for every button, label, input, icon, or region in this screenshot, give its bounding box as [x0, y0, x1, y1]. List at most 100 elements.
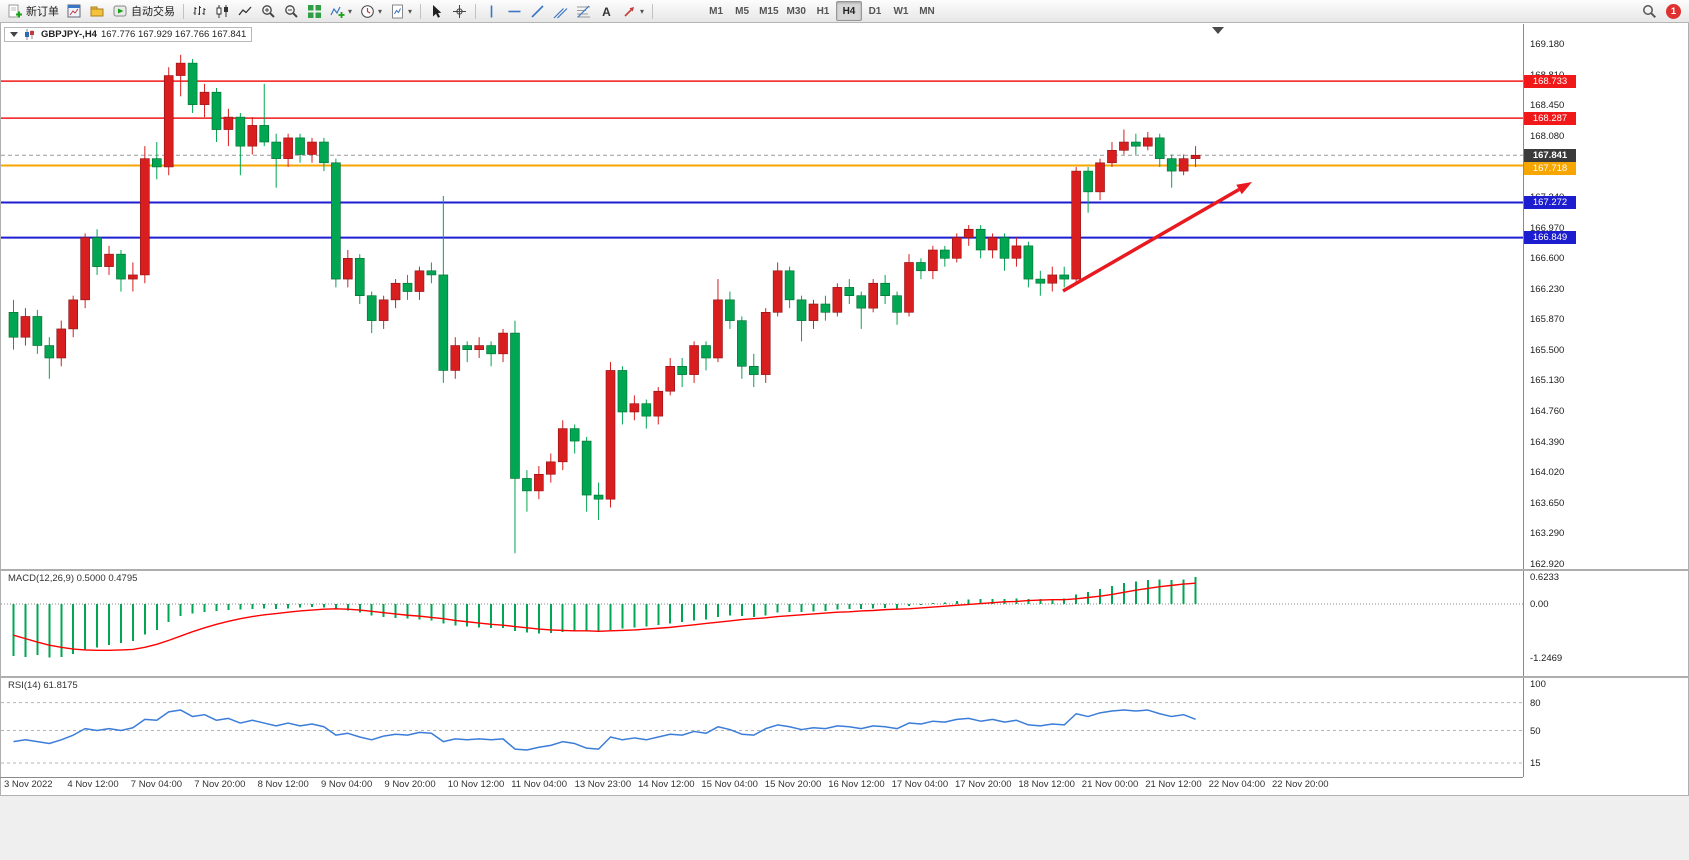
search-button[interactable] — [1638, 1, 1661, 21]
rsi-tick: 80 — [1530, 697, 1541, 709]
panel-splitter[interactable] — [0, 569, 1689, 571]
zoom-in-button[interactable] — [257, 1, 280, 21]
price-tick: 168.080 — [1530, 130, 1565, 142]
notification-badge[interactable]: 1 — [1666, 3, 1681, 19]
crosshair-button[interactable] — [448, 1, 471, 21]
horizontal-line-icon — [507, 4, 522, 19]
price-tick: 164.020 — [1530, 467, 1565, 479]
date-label: 7 Nov 04:00 — [130, 779, 183, 790]
price-tick: 166.970 — [1530, 222, 1565, 234]
price-tick: 164.760 — [1530, 406, 1565, 418]
bar-chart-button[interactable] — [188, 1, 211, 21]
macd-signal-line — [13, 582, 1196, 652]
zoom-in-icon — [261, 4, 276, 19]
tile-windows-icon — [307, 4, 322, 19]
auto-trading-icon — [113, 4, 128, 19]
date-label: 15 Nov 20:00 — [764, 779, 822, 790]
timeframe-button-m15[interactable]: M15 — [759, 5, 779, 17]
rsi-label: RSI(14) 61.8175 — [6, 680, 80, 691]
svg-text:A: A — [602, 5, 611, 19]
periods-button[interactable]: ▾ — [356, 1, 386, 21]
window-background — [0, 796, 1689, 860]
chart-window-button[interactable] — [63, 1, 86, 21]
timeframe-button-d1[interactable]: D1 — [868, 5, 882, 17]
date-label: 17 Nov 04:00 — [891, 779, 949, 790]
channel-icon — [553, 4, 568, 19]
date-label: 7 Nov 20:00 — [194, 779, 246, 790]
auto-trading-button[interactable]: 自动交易 — [109, 1, 179, 21]
vertical-line-button[interactable] — [480, 1, 503, 21]
date-label: 22 Nov 20:00 — [1272, 779, 1329, 790]
rsi-tick: 50 — [1530, 725, 1541, 737]
indicators-button[interactable]: ▾ — [326, 1, 356, 21]
toolbar-separator — [183, 3, 184, 19]
zoom-out-button[interactable] — [280, 1, 303, 21]
fibonacci-button[interactable] — [572, 1, 595, 21]
timeframe-button-m5[interactable]: M5 — [735, 5, 750, 17]
new-order-button[interactable]: 新订单 — [4, 1, 63, 21]
text-icon: A — [599, 4, 614, 19]
time-axis-border — [0, 777, 1523, 778]
chevron-down-icon: ▾ — [378, 6, 383, 16]
text-button[interactable]: A — [595, 1, 618, 21]
timeframe-button-mn[interactable]: MN — [919, 5, 935, 17]
trend-arrow[interactable] — [1062, 187, 1240, 293]
price-tick: 163.650 — [1530, 497, 1565, 509]
tile-windows-button[interactable] — [303, 1, 326, 21]
level-lines[interactable] — [1, 80, 1523, 239]
zoom-out-icon — [284, 4, 299, 19]
macd-axis[interactable]: 0.6233 0.00 -1.2469 — [1526, 571, 1686, 676]
panel-splitter[interactable] — [0, 676, 1689, 678]
price-tick: 166.600 — [1530, 253, 1565, 265]
channel-button[interactable] — [549, 1, 572, 21]
macd-histogram — [12, 577, 1197, 658]
crosshair-icon — [452, 4, 467, 19]
timeframe-button-m30[interactable]: M30 — [786, 5, 806, 17]
line-chart-button[interactable] — [234, 1, 257, 21]
chart-icon — [22, 27, 37, 42]
symbol-info-box: GBPJPY-,H4 167.776 167.929 167.766 167.8… — [4, 27, 253, 42]
one-click-trading-toggle-icon[interactable] — [10, 32, 18, 37]
timeframe-button-m1[interactable]: M1 — [709, 5, 724, 17]
trend-arrow-head[interactable] — [1236, 182, 1252, 195]
profiles-button[interactable] — [86, 1, 109, 21]
rsi-line — [13, 709, 1196, 751]
arrows-icon — [622, 4, 637, 19]
toolbar-right: 1 — [1638, 1, 1685, 21]
symbol-title: GBPJPY-,H4 — [41, 29, 97, 40]
bar-chart-icon — [192, 4, 207, 19]
arrows-button[interactable]: ▾ — [618, 1, 648, 21]
candlestick-icon — [215, 4, 230, 19]
date-label: 21 Nov 00:00 — [1081, 779, 1139, 790]
timeframe-group: M1 M5 M15 M30 H1 H4 D1 W1 MN — [703, 1, 940, 21]
indicators-icon — [330, 4, 345, 19]
periods-icon — [360, 4, 375, 19]
price-axis-border — [1523, 24, 1524, 777]
macd-panel[interactable] — [1, 571, 1523, 676]
cursor-button[interactable] — [425, 1, 448, 21]
timeframe-button-h4[interactable]: H4 — [835, 1, 862, 21]
toolbar: 新订单 自动交易 ▾ ▾ ▾ A ▾ M1 M5 M15 M30 H1 H4 D1 W1 MN 1 — [0, 0, 1689, 23]
trendline-button[interactable] — [526, 1, 549, 21]
templates-button[interactable]: ▾ — [386, 1, 416, 21]
price-tick: 169.180 — [1530, 39, 1565, 50]
price-chart[interactable] — [1, 24, 1523, 569]
price-tick: 164.390 — [1530, 436, 1565, 448]
horizontal-line-button[interactable] — [503, 1, 526, 21]
timeframe-button-w1[interactable]: W1 — [893, 5, 909, 17]
date-label: 11 Nov 04:00 — [511, 779, 567, 790]
chart-shift-marker[interactable] — [1212, 27, 1224, 34]
auto-trading-button-label: 自动交易 — [131, 6, 175, 18]
rsi-axis[interactable]: 100 80 50 15 — [1526, 678, 1686, 777]
ohlc-readout: 167.776 167.929 167.766 167.841 — [100, 29, 247, 40]
chevron-down-icon: ▾ — [640, 6, 645, 16]
time-axis[interactable]: 3 Nov 2022 4 Nov 12:00 7 Nov 04:00 7 Nov 20… — [0, 779, 1523, 795]
price-tick: 165.130 — [1530, 375, 1565, 387]
candlestick-button[interactable] — [211, 1, 234, 21]
chevron-down-icon: ▾ — [408, 6, 413, 16]
timeframe-button-h1[interactable]: H1 — [816, 5, 830, 17]
templates-icon — [390, 4, 405, 19]
rsi-panel[interactable] — [1, 678, 1523, 777]
date-label: 14 Nov 12:00 — [638, 779, 695, 790]
price-level-label: 167.272 — [1524, 195, 1576, 209]
